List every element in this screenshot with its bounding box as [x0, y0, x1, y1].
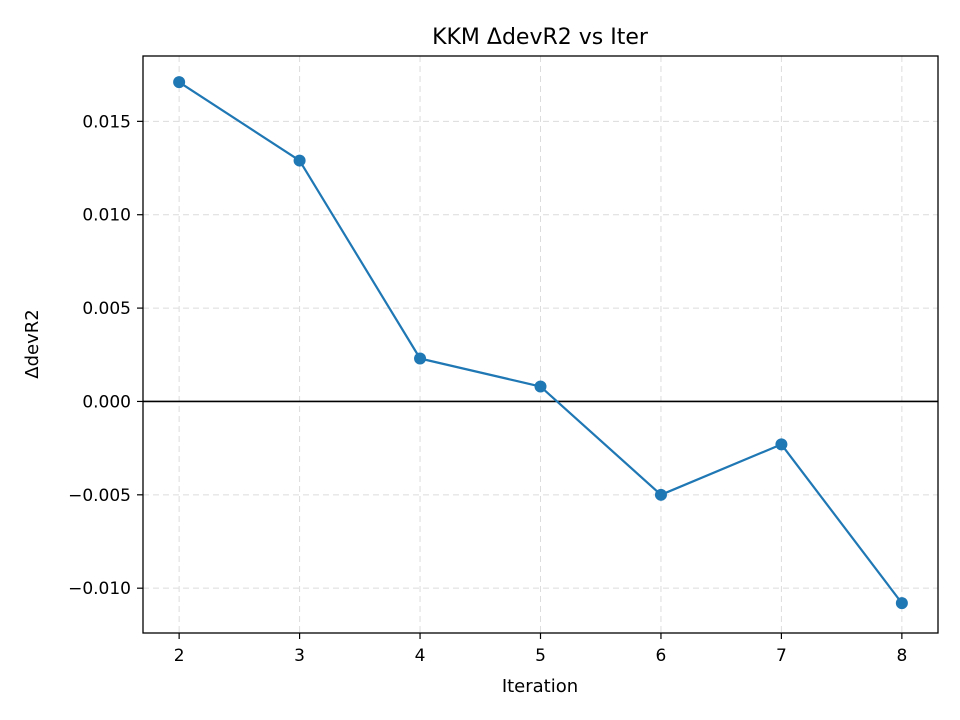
- y-tick-label: −0.010: [68, 579, 131, 599]
- x-axis-label: Iteration: [502, 676, 578, 697]
- y-tick-label: −0.005: [68, 486, 131, 506]
- x-tick-label: 6: [656, 646, 667, 666]
- y-tick-label: 0.000: [82, 392, 131, 412]
- x-tick-label: 8: [896, 646, 907, 666]
- x-tick-label: 4: [415, 646, 426, 666]
- y-axis-label: ΔdevR2: [22, 309, 43, 378]
- x-tick-label: 3: [294, 646, 305, 666]
- y-tick-label: 0.005: [82, 299, 131, 319]
- data-point: [654, 488, 667, 501]
- series-group: [173, 76, 908, 610]
- chart-title: KKM ΔdevR2 vs Iter: [432, 25, 649, 50]
- data-point: [534, 380, 547, 393]
- ticks: 2 3 4 5 6 7 8 −0.010 −0.005 0.000 0.005 0.010 0.015: [68, 112, 907, 666]
- x-tick-label: 5: [535, 646, 546, 666]
- y-tick-label: 0.015: [82, 112, 131, 132]
- data-point: [895, 597, 908, 610]
- x-tick-label: 2: [174, 646, 185, 666]
- data-point: [173, 76, 186, 89]
- x-tick-label: 7: [776, 646, 787, 666]
- data-point: [414, 352, 427, 365]
- y-tick-label: 0.010: [82, 206, 131, 226]
- data-point: [775, 438, 788, 451]
- data-point: [293, 154, 306, 167]
